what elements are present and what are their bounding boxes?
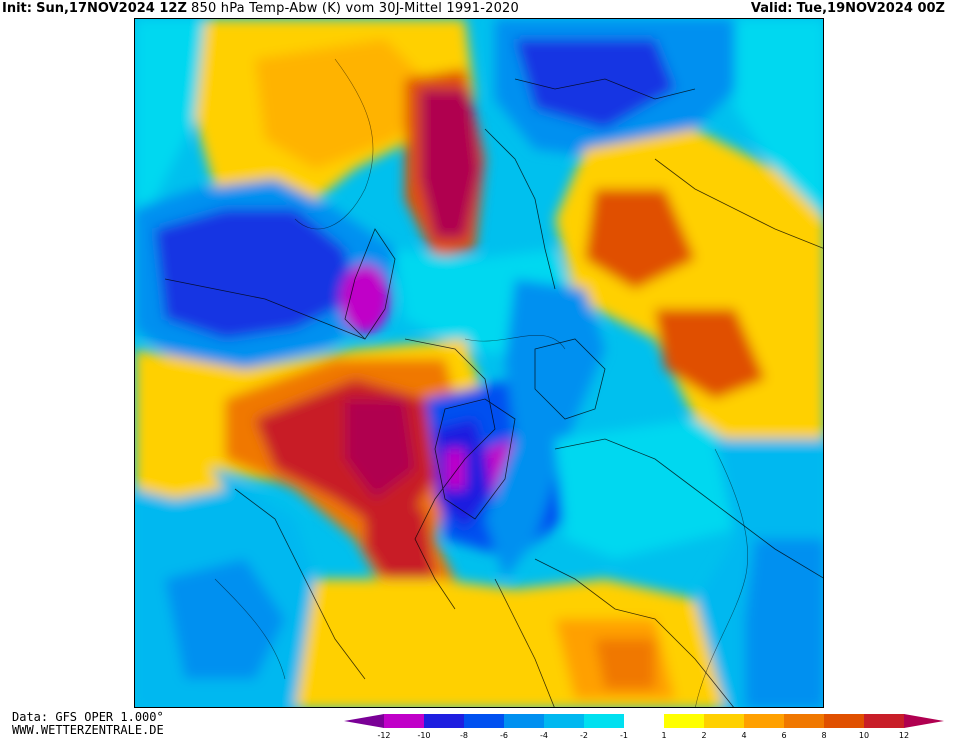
anomaly-field: [135, 19, 823, 707]
legend-tick-label: 4: [741, 731, 746, 740]
website: WWW.WETTERZENTRALE.DE: [12, 723, 164, 737]
temperature-anomaly-map: [134, 18, 824, 708]
legend-tick-label: 8: [821, 731, 826, 740]
legend-swatch: [784, 714, 825, 728]
init-value: Sun,17NOV2024 12Z: [36, 1, 187, 16]
data-source: Data: GFS OPER 1.000°: [12, 710, 164, 724]
legend-tick-label: 12: [899, 731, 909, 740]
legend-swatch: [504, 714, 545, 728]
legend-swatch: [904, 714, 944, 728]
legend-swatch: [584, 714, 625, 728]
legend-tick-label: -4: [540, 731, 548, 740]
legend-tick-label: 6: [781, 731, 786, 740]
legend-swatch: [624, 714, 665, 728]
init-label: Init:: [2, 1, 32, 16]
legend-svg: -12 -10 -8 -6 -4 -2 -1 1 2 4 6 8 10 12: [344, 714, 944, 740]
legend-swatch: [544, 714, 585, 728]
map-svg: [135, 19, 823, 707]
legend-swatch: [704, 714, 745, 728]
legend-swatch: [864, 714, 905, 728]
legend-tick-label: 2: [701, 731, 706, 740]
legend-swatch: [384, 714, 425, 728]
color-legend: -12 -10 -8 -6 -4 -2 -1 1 2 4 6 8 10 12: [330, 712, 959, 741]
legend-bars: [344, 714, 944, 728]
chart-title: 850 hPa Temp-Abw (K) vom 30J-Mittel 1991…: [191, 1, 520, 16]
legend-swatch: [424, 714, 465, 728]
valid-info: Valid: Tue,19NOV2024 00Z: [751, 0, 945, 18]
legend-swatch: [344, 714, 384, 728]
legend-tick-label: 1: [661, 731, 666, 740]
legend-swatch: [824, 714, 865, 728]
footer-info: Data: GFS OPER 1.000° WWW.WETTERZENTRALE…: [12, 711, 164, 737]
legend-swatch: [744, 714, 785, 728]
legend-tick-label: -8: [460, 731, 468, 740]
valid-label: Valid:: [750, 1, 793, 16]
valid-value: Tue,19NOV2024 00Z: [796, 1, 945, 16]
legend-tick-label: -6: [500, 731, 508, 740]
legend-ticks: -12 -10 -8 -6 -4 -2 -1 1 2 4 6 8 10 12: [377, 731, 909, 740]
legend-tick-label: 10: [859, 731, 869, 740]
init-info: Init: Sun,17NOV2024 12Z 850 hPa Temp-Abw…: [2, 0, 519, 18]
legend-tick-label: -12: [377, 731, 390, 740]
legend-tick-label: -10: [417, 731, 430, 740]
coastlines: [164, 78, 823, 707]
legend-swatch: [664, 714, 705, 728]
legend-tick-label: -1: [620, 731, 628, 740]
legend-swatch: [464, 714, 505, 728]
legend-tick-label: -2: [580, 731, 588, 740]
header: Init: Sun,17NOV2024 12Z 850 hPa Temp-Abw…: [0, 0, 959, 18]
